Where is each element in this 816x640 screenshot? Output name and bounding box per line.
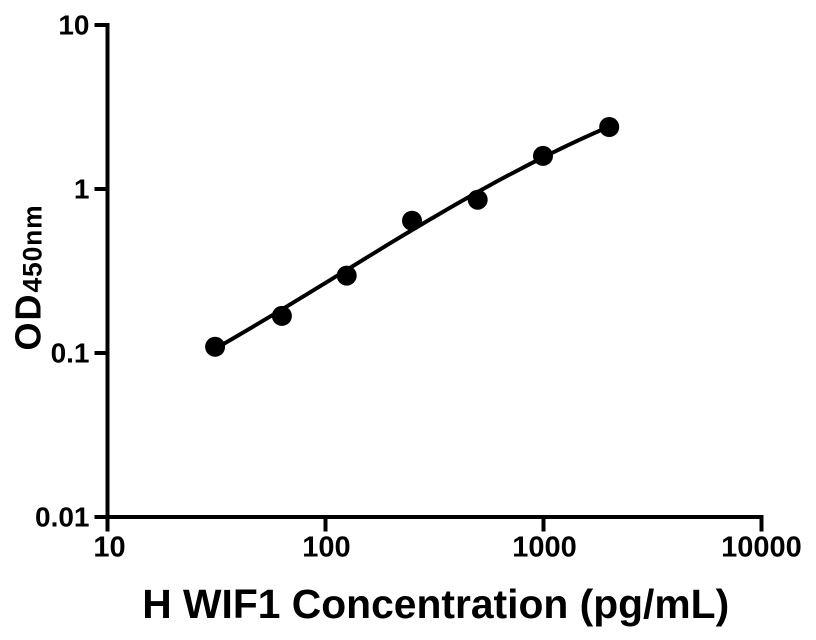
svg-text:1000: 1000 [512, 532, 577, 564]
svg-text:10000: 10000 [721, 532, 802, 564]
svg-text:0.01: 0.01 [35, 502, 90, 533]
svg-text:100: 100 [302, 532, 350, 564]
svg-text:0.1: 0.1 [51, 338, 90, 369]
svg-text:H WIF1 Concentration (pg/mL): H WIF1 Concentration (pg/mL) [142, 581, 729, 627]
svg-text:10: 10 [93, 532, 125, 564]
svg-text:1: 1 [74, 174, 90, 205]
svg-text:10: 10 [58, 10, 89, 41]
